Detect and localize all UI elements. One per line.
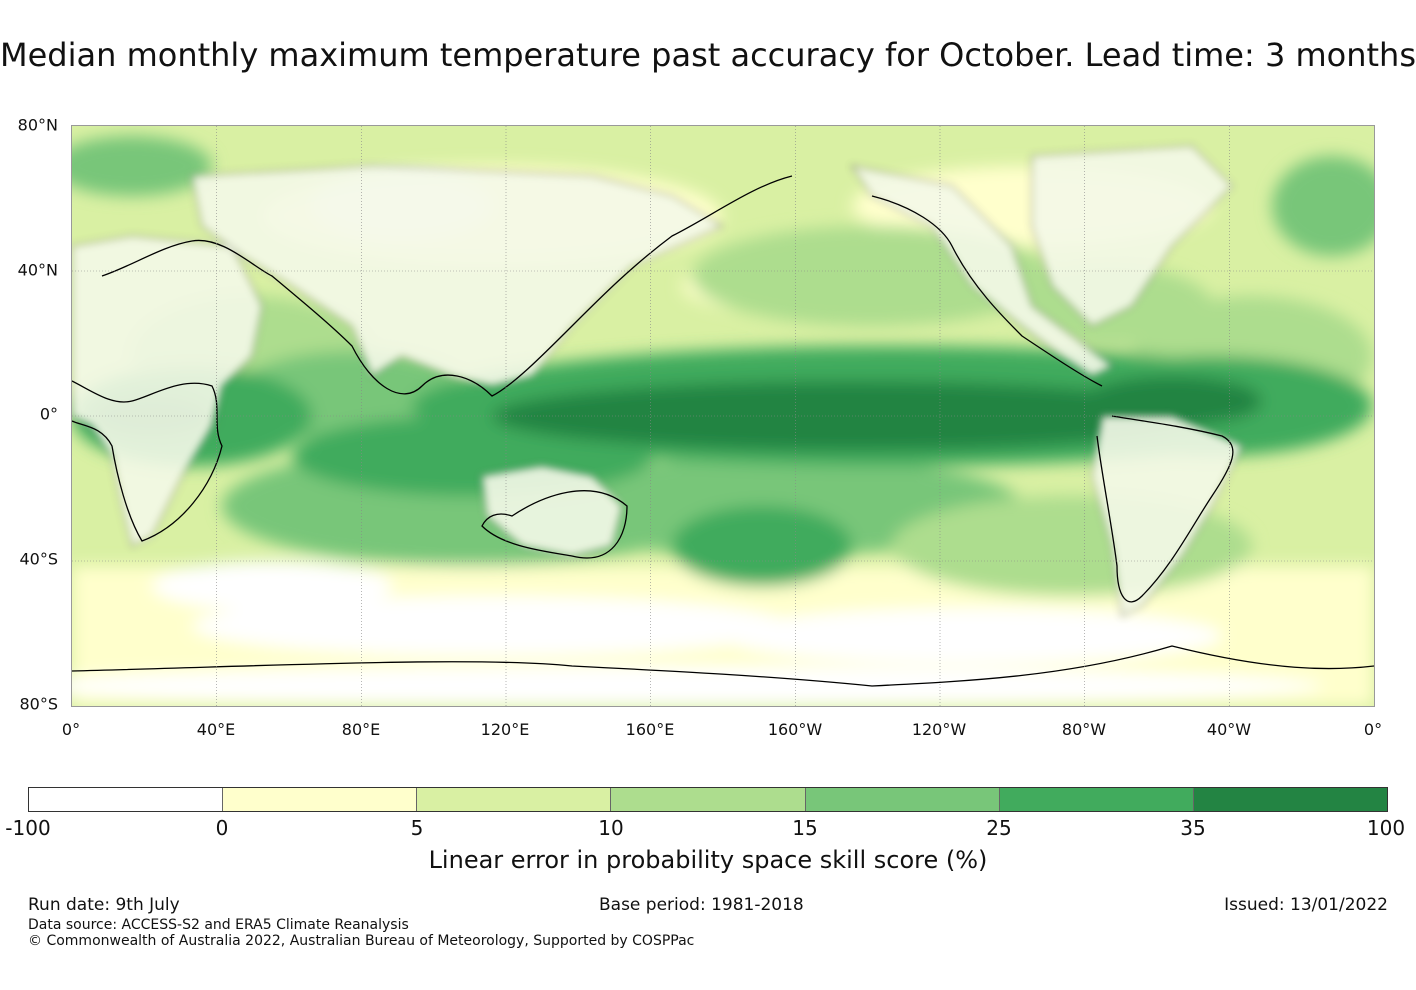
- lat-label-40s: 40°S: [19, 549, 58, 569]
- lat-label-80n: 80°N: [17, 115, 58, 135]
- colorbar-tick: 0: [215, 816, 229, 840]
- colorbar-segment: [223, 788, 418, 811]
- lat-label-equator: 0°: [39, 404, 58, 424]
- colorbar-tick: -100: [5, 816, 51, 840]
- run-date: Run date: 9th July: [28, 895, 180, 915]
- lon-label-160w: 160°W: [767, 720, 823, 739]
- base-period: Base period: 1981-2018: [599, 895, 804, 915]
- colorbar-segment: [611, 788, 806, 811]
- lon-label-160e: 160°E: [625, 720, 675, 739]
- lon-label-40w: 40°W: [1206, 720, 1252, 739]
- lat-label-40n: 40°N: [17, 260, 58, 280]
- lon-label-120w: 120°W: [911, 720, 967, 739]
- colorbar-tick: 100: [1366, 816, 1406, 840]
- lon-label-80w: 80°W: [1061, 720, 1107, 739]
- map-title: Median monthly maximum temperature past …: [0, 36, 1416, 74]
- copyright: © Commonwealth of Australia 2022, Austra…: [28, 933, 695, 949]
- colorbar-tick: 5: [410, 816, 424, 840]
- colorbar: [28, 787, 1388, 812]
- lon-label-40e: 40°E: [196, 720, 236, 739]
- colorbar-tick: 35: [1180, 816, 1206, 840]
- colorbar-tick: 25: [986, 816, 1012, 840]
- coastlines: [72, 175, 1374, 687]
- skill-map-canvas: [72, 126, 1374, 706]
- colorbar-segment: [805, 788, 1000, 811]
- colorbar-tick: 10: [598, 816, 624, 840]
- lon-label-0-east: 0°: [1363, 720, 1383, 739]
- colorbar-segment: [999, 788, 1194, 811]
- colorbar-tick: 15: [792, 816, 818, 840]
- lon-label-120e: 120°E: [480, 720, 530, 739]
- data-source: Data source: ACCESS-S2 and ERA5 Climate …: [28, 917, 409, 933]
- lon-label-80e: 80°E: [341, 720, 381, 739]
- lon-label-0-west: 0°: [61, 720, 81, 739]
- lat-label-80s: 80°S: [19, 694, 58, 714]
- skill-map: [71, 125, 1375, 707]
- colorbar-segment: [417, 788, 612, 811]
- graticule: [72, 126, 1374, 706]
- colorbar-segment: [29, 788, 224, 811]
- colorbar-segment: [1193, 788, 1387, 811]
- issued-date: Issued: 13/01/2022: [1224, 895, 1388, 915]
- colorbar-label: Linear error in probability space skill …: [428, 846, 988, 874]
